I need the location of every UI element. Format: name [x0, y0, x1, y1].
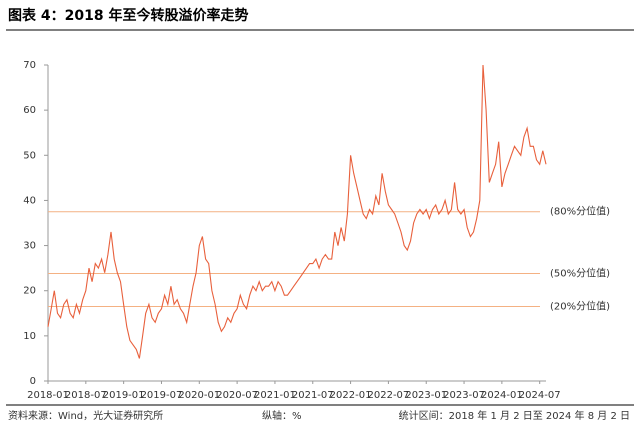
y-tick-label: 50 [23, 150, 36, 161]
reference-label: (20%分位值) [550, 300, 610, 313]
x-tick-label: 2018-07 [65, 390, 107, 401]
x-tick-label: 2020-07 [216, 390, 258, 401]
y-tick-label: 10 [23, 331, 36, 342]
x-tick-label: 2018-01 [27, 390, 69, 401]
y-tick-label: 70 [23, 60, 36, 71]
x-tick-label: 2022-01 [330, 390, 372, 401]
x-tick-label: 2023-01 [405, 390, 447, 401]
x-tick-label: 2019-07 [141, 390, 183, 401]
y-tick-label: 0 [30, 376, 36, 387]
reference-label: (50%分位值) [550, 267, 610, 280]
data-line [47, 64, 547, 359]
x-tick-label: 2022-07 [368, 390, 410, 401]
reference-label: (80%分位值) [550, 205, 610, 218]
y-tick-label: 40 [23, 195, 36, 206]
period: 统计区间：2018 年 1 月 2 日至 2024 年 8 月 2 日 [399, 409, 630, 422]
y-tick-label: 20 [23, 286, 36, 297]
y-tick-label: 30 [23, 241, 36, 252]
x-tick-label: 2023-07 [443, 390, 485, 401]
chart-title: 图表 4：2018 年至今转股溢价率走势 [8, 7, 248, 24]
x-tick-label: 2021-07 [292, 390, 334, 401]
x-tick-label: 2024-07 [519, 390, 561, 401]
y-axis-note: 纵轴：% [262, 409, 302, 422]
y-tick-label: 60 [23, 105, 36, 116]
x-tick-label: 2020-01 [178, 390, 220, 401]
x-tick-label: 2024-01 [481, 390, 523, 401]
x-tick-label: 2019-01 [103, 390, 145, 401]
x-tick-label: 2021-01 [254, 390, 296, 401]
source: 资料来源：Wind，光大证券研究所 [8, 409, 163, 422]
